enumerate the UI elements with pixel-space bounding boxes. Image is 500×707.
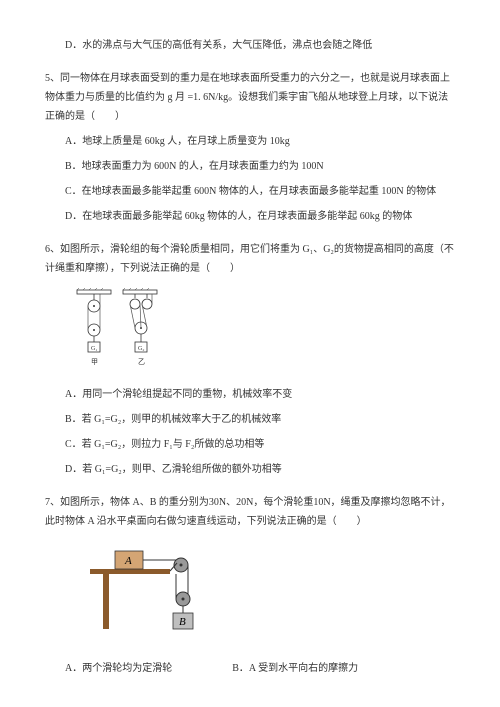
q5-option-d: D．在地球表面最多能举起 60kg 物体的人，在月球表面最多能举起 60kg 的…: [65, 207, 455, 226]
q5-option-a: A．地球上质量是 60kg 人，在月球上质量变为 10kg: [65, 132, 455, 151]
q6-option-a: A．用同一个滑轮组提起不同的重物，机械效率不变: [65, 385, 455, 404]
svg-text:G₂: G₂: [138, 346, 144, 352]
q5-option-c: C．在地球表面最多能举起重 600N 物体的人，在月球表面最多能举起重 100N…: [65, 182, 455, 201]
svg-text:G₁: G₁: [91, 346, 97, 352]
q6-option-b: B．若 G₁=G₂，则甲的机械效率大于乙的机械效率: [65, 410, 455, 429]
q5-option-b: B．地球表面重力为 600N 的人，在月球表面重力约为 100N: [65, 157, 455, 176]
q6-stem: 6、如图所示，滑轮组的每个滑轮质量相同，用它们将重为 G₁、G₂的货物提高相同的…: [45, 240, 455, 278]
svg-text:A: A: [124, 555, 132, 567]
q6-option-d: D．若 G₁=G₂，则甲、乙滑轮组所做的额外功相等: [65, 460, 455, 479]
q5-stem: 5、同一物体在月球表面受到的重力是在地球表面所受重力的六分之一，也就是说月球表面…: [45, 69, 455, 126]
q6-option-c: C．若 G₁=G₂，则拉力 F₁与 F₂所做的总功相等: [65, 435, 455, 454]
svg-text:甲: 甲: [91, 358, 98, 366]
svg-text:B: B: [179, 616, 186, 628]
q4-option-d: D．水的沸点与大气压的高低有关系，大气压降低，沸点也会随之降低: [65, 36, 455, 55]
q6-figure: G₁ 甲 G₂ 乙: [75, 288, 455, 375]
q7-figure: A B: [85, 541, 455, 643]
q7-stem: 7、如图所示，物体 A、B 的重分别为30N、20N，每个滑轮重10N，绳重及摩…: [45, 493, 455, 531]
svg-text:乙: 乙: [138, 358, 145, 366]
q7-option-a: A．两个滑轮均为定滑轮: [65, 659, 172, 678]
q7-option-b: B．A 受到水平向右的摩擦力: [232, 659, 358, 678]
